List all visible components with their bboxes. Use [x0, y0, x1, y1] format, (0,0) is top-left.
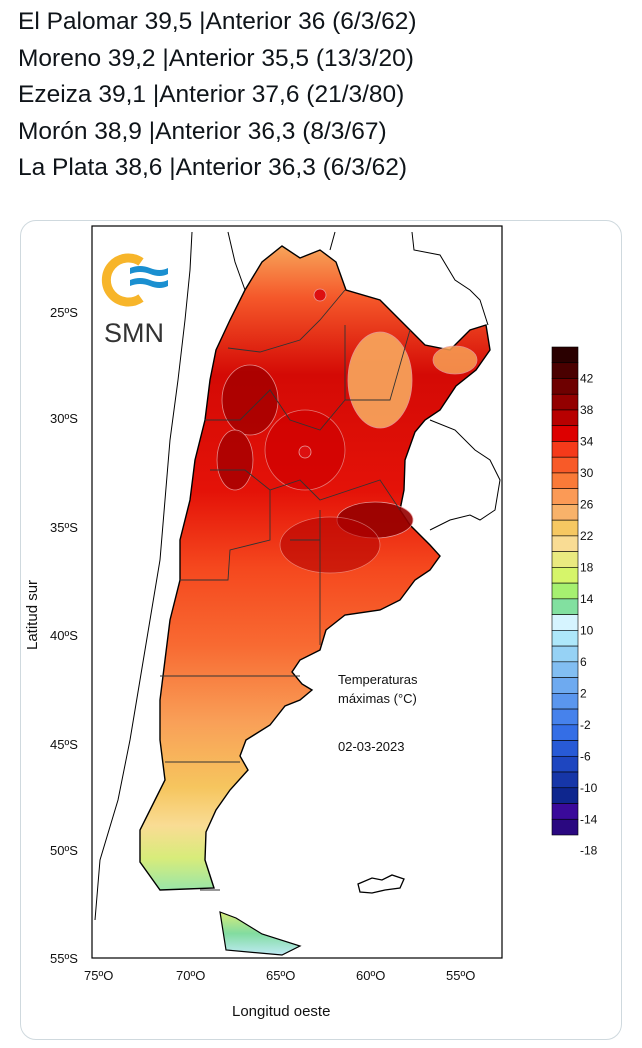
lon-tick: 55ºO [446, 968, 475, 983]
media-card[interactable] [20, 220, 622, 1040]
lat-tick: 30ºS [50, 411, 78, 426]
legend-label: -2 [580, 718, 591, 732]
legend-label: 26 [580, 497, 594, 511]
lon-tick: 60ºO [356, 968, 385, 983]
map-date: 02-03-2023 [338, 739, 405, 754]
lat-tick: 40ºS [50, 628, 78, 643]
legend-swatch [551, 818, 579, 836]
legend-swatch [551, 677, 579, 694]
legend-label: 14 [580, 592, 594, 606]
legend-swatch [551, 755, 579, 773]
province-borders [160, 289, 411, 891]
legend-swatch [551, 724, 579, 741]
legend-label: 6 [580, 655, 587, 669]
legend-swatch [551, 598, 579, 615]
legend-label: 18 [580, 560, 594, 574]
legend-swatch [551, 551, 579, 568]
legend-swatch [551, 630, 579, 647]
legend-swatch [551, 378, 579, 395]
color-legend: 42 38 34 30 26 22 18 14 10 6 2 -2 -6 -10 -14 -18 [551, 346, 598, 858]
tweet-line: El Palomar 39,5 |Anterior 36 (6/3/62) [18, 8, 417, 35]
lat-tick: 25ºS [50, 305, 78, 320]
legend-label: 34 [580, 434, 594, 448]
tweet-line: Ezeiza 39,1 |Anterior 37,6 (21/3/80) [18, 81, 405, 108]
tweet-text: El Palomar 39,5 |Anterior 36 (6/3/62) Mo… [18, 4, 417, 187]
map-title-line2: máximas (°C) [338, 691, 417, 706]
lon-tick: 75ºO [84, 968, 113, 983]
lat-tick: 50ºS [50, 843, 78, 858]
legend-label: 10 [580, 623, 594, 637]
legend-swatch [551, 346, 579, 364]
legend-swatch [551, 488, 579, 505]
lat-tick: 55ºS [50, 951, 78, 966]
logo-waves-icon [130, 266, 168, 288]
legend-swatch [551, 362, 579, 379]
legend-swatch [551, 393, 579, 411]
legend-swatch [551, 614, 579, 631]
legend-label: 42 [580, 371, 594, 385]
legend-swatch [551, 787, 579, 804]
legend-swatch [551, 519, 579, 537]
legend-label: -6 [580, 749, 591, 763]
legend-swatch [551, 740, 579, 757]
lat-tick: 35ºS [50, 520, 78, 535]
legend-label: 2 [580, 686, 587, 700]
legend-swatch [551, 708, 579, 726]
legend-label: 30 [580, 466, 594, 480]
x-axis-label: Longitud oeste [232, 1003, 330, 1020]
legend-label: -10 [580, 781, 598, 795]
legend-swatch [551, 803, 579, 820]
legend-swatch [551, 504, 579, 521]
logo-text: SMN [104, 318, 164, 348]
legend-swatch [551, 535, 579, 552]
lon-tick: 70ºO [176, 968, 205, 983]
legend-swatch [551, 771, 579, 789]
legend-swatch [551, 472, 579, 489]
tweet-line: Moreno 39,2 |Anterior 35,5 (13/3/20) [18, 44, 414, 72]
tweet-line: La Plata 38,6 |Anterior 36,3 (6/3/62) [18, 154, 408, 181]
falkland-islands-shape [357, 874, 405, 894]
lat-tick: 45ºS [50, 737, 78, 752]
temperature-zones [216, 288, 478, 574]
legend-swatch [551, 582, 579, 600]
legend-swatch [551, 567, 579, 584]
lon-tick: 65ºO [266, 968, 295, 983]
legend-label: -14 [580, 812, 598, 826]
legend-swatch [551, 441, 579, 458]
map-title-line1: Temperaturas [338, 672, 418, 687]
legend-swatch [551, 661, 579, 678]
legend-swatch [551, 456, 579, 474]
legend-swatch [551, 409, 579, 427]
country-borders [94, 231, 501, 921]
legend-swatch [551, 425, 579, 442]
legend-swatch [551, 645, 579, 663]
latitude-axis: 25ºS 30ºS 35ºS 40ºS 45ºS 50ºS 55ºS Latit… [24, 305, 78, 966]
legend-label: 38 [580, 403, 594, 417]
logo-arc-icon [101, 253, 144, 307]
legend-label: -18 [580, 844, 598, 858]
legend-label: 22 [580, 529, 594, 543]
y-axis-label: Latitud sur [24, 580, 41, 650]
legend-swatch [551, 693, 579, 710]
tierra-del-fuego-shape [219, 911, 302, 956]
longitude-axis: 75ºO 70ºO 65ºO 60ºO 55ºO Longitud oeste [84, 968, 475, 1020]
smn-logo: SMN [101, 253, 168, 348]
tweet-line: Morón 38,9 |Anterior 36,3 (8/3/67) [18, 117, 387, 145]
